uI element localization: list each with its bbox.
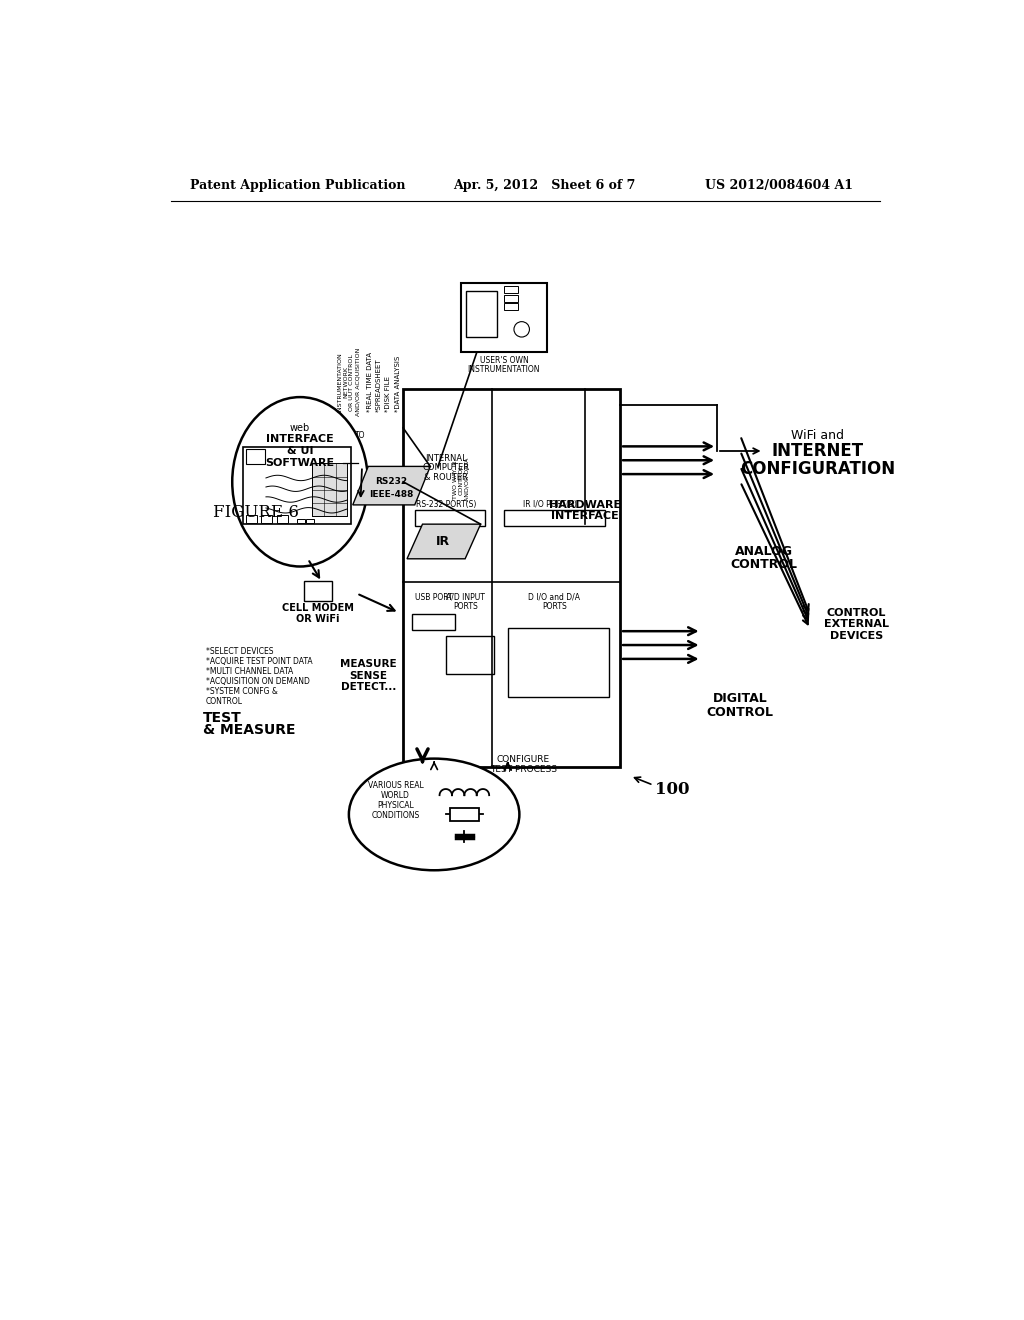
Bar: [261, 515, 272, 523]
Text: D I/O and D/A: D I/O and D/A: [528, 593, 581, 602]
Bar: [312, 462, 347, 516]
Text: SOFTWARE: SOFTWARE: [265, 458, 335, 469]
Text: SENSE: SENSE: [349, 671, 387, 681]
Bar: [445, 636, 494, 675]
Text: *DATA ANALYSIS: *DATA ANALYSIS: [394, 356, 400, 412]
Text: VARIOUS REAL: VARIOUS REAL: [368, 781, 423, 791]
Text: INTERFACE: INTERFACE: [551, 511, 620, 521]
Text: *SPREADSHEET: *SPREADSHEET: [376, 359, 382, 412]
Text: CONDITIONS: CONDITIONS: [372, 812, 420, 821]
Text: *ACQUIRE TEST POINT DATA: *ACQUIRE TEST POINT DATA: [206, 657, 312, 665]
Text: PHYSICAL: PHYSICAL: [377, 801, 414, 810]
Text: FIGURE 6: FIGURE 6: [213, 504, 299, 521]
Bar: [466, 290, 497, 337]
Text: 100: 100: [655, 781, 689, 799]
Text: web: web: [290, 422, 310, 433]
Text: US 2012/0084604 A1: US 2012/0084604 A1: [706, 178, 853, 191]
Text: WORLD: WORLD: [381, 792, 410, 800]
Bar: [504, 510, 604, 527]
Text: INTERNET: INTERNET: [772, 442, 864, 459]
Text: CONTROL: CONTROL: [826, 607, 886, 618]
Text: *ACQUISITION ON DEMAND: *ACQUISITION ON DEMAND: [206, 677, 309, 685]
Text: IEEE-488: IEEE-488: [370, 491, 414, 499]
Text: INSTRUMENTATION
NETWORK
OR UUT CONTROL
AND/OR ACQUISITION: INSTRUMENTATION NETWORK OR UUT CONTROL A…: [338, 348, 360, 416]
Text: USER'S OWN: USER'S OWN: [479, 355, 528, 364]
Text: WiFi and: WiFi and: [792, 429, 844, 442]
Text: Patent Application Publication: Patent Application Publication: [190, 178, 406, 191]
Text: IR: IR: [436, 536, 451, 548]
Text: CONTROL: CONTROL: [206, 697, 243, 706]
Polygon shape: [407, 524, 480, 558]
Text: INTERNAL: INTERNAL: [425, 454, 467, 463]
Bar: [276, 515, 288, 523]
Text: PORTS: PORTS: [453, 602, 477, 611]
Text: *MULTI CHANNEL DATA: *MULTI CHANNEL DATA: [206, 667, 293, 676]
Text: TEST PROCESS: TEST PROCESS: [489, 766, 557, 775]
Text: A/D INPUT: A/D INPUT: [445, 593, 484, 602]
Bar: [306, 519, 314, 523]
Bar: [450, 808, 479, 821]
Text: PORTS: PORTS: [542, 602, 566, 611]
Text: DIGITAL: DIGITAL: [713, 693, 768, 705]
Text: TEST: TEST: [203, 711, 242, 725]
Bar: [246, 449, 265, 465]
Text: *REAL TIME DATA: *REAL TIME DATA: [367, 352, 373, 412]
Bar: [461, 284, 547, 352]
Bar: [243, 447, 351, 524]
Text: *DISK FILE: *DISK FILE: [385, 376, 391, 412]
Text: CONFIGURATION: CONFIGURATION: [740, 461, 895, 478]
Bar: [504, 304, 518, 310]
Text: & ROUTER: & ROUTER: [424, 473, 468, 482]
Bar: [297, 519, 305, 523]
Bar: [415, 510, 484, 527]
Text: RS232: RS232: [376, 478, 408, 486]
Text: CELL MODEM: CELL MODEM: [282, 603, 354, 612]
Circle shape: [514, 322, 529, 337]
Text: CONFIGURE: CONFIGURE: [497, 755, 550, 763]
Text: & MEASURE: & MEASURE: [203, 723, 296, 737]
Text: EXTERNAL: EXTERNAL: [824, 619, 889, 630]
Text: DETECT...: DETECT...: [341, 682, 396, 693]
Text: RS-232 PORT(S): RS-232 PORT(S): [416, 500, 476, 510]
Polygon shape: [352, 466, 430, 506]
Text: IR I/O PORT(S): IR I/O PORT(S): [523, 500, 578, 510]
Text: & UI: & UI: [287, 446, 313, 455]
Text: HARDWARE: HARDWARE: [549, 500, 622, 510]
Ellipse shape: [232, 397, 368, 566]
Text: TO: TO: [355, 432, 366, 440]
Text: INTERFACE: INTERFACE: [266, 434, 334, 445]
Text: DEVICES: DEVICES: [829, 631, 883, 640]
Text: *SYSTEM CONFG &: *SYSTEM CONFG &: [206, 686, 278, 696]
Text: OR WiFi: OR WiFi: [296, 614, 340, 624]
Bar: [403, 389, 621, 767]
Text: *SELECT DEVICES: *SELECT DEVICES: [206, 647, 273, 656]
Text: Apr. 5, 2012   Sheet 6 of 7: Apr. 5, 2012 Sheet 6 of 7: [454, 178, 636, 191]
Text: MEASURE: MEASURE: [340, 659, 396, 669]
Bar: [413, 614, 455, 630]
Text: ANALOG: ANALOG: [734, 545, 793, 557]
Ellipse shape: [349, 759, 519, 870]
Bar: [504, 286, 518, 293]
Text: CONTROL: CONTROL: [707, 705, 774, 718]
Bar: [246, 515, 257, 523]
Bar: [508, 628, 608, 697]
Text: TWO WAY IR
CONTROL
AND/OR DATA: TWO WAY IR CONTROL AND/OR DATA: [453, 458, 470, 502]
Bar: [504, 294, 518, 302]
Text: CONTROL: CONTROL: [730, 557, 797, 570]
Text: COMPUTER: COMPUTER: [422, 463, 469, 473]
Text: INSTRUMENTATION: INSTRUMENTATION: [468, 364, 540, 374]
Bar: [304, 581, 332, 601]
Text: USB PORT: USB PORT: [416, 593, 453, 602]
